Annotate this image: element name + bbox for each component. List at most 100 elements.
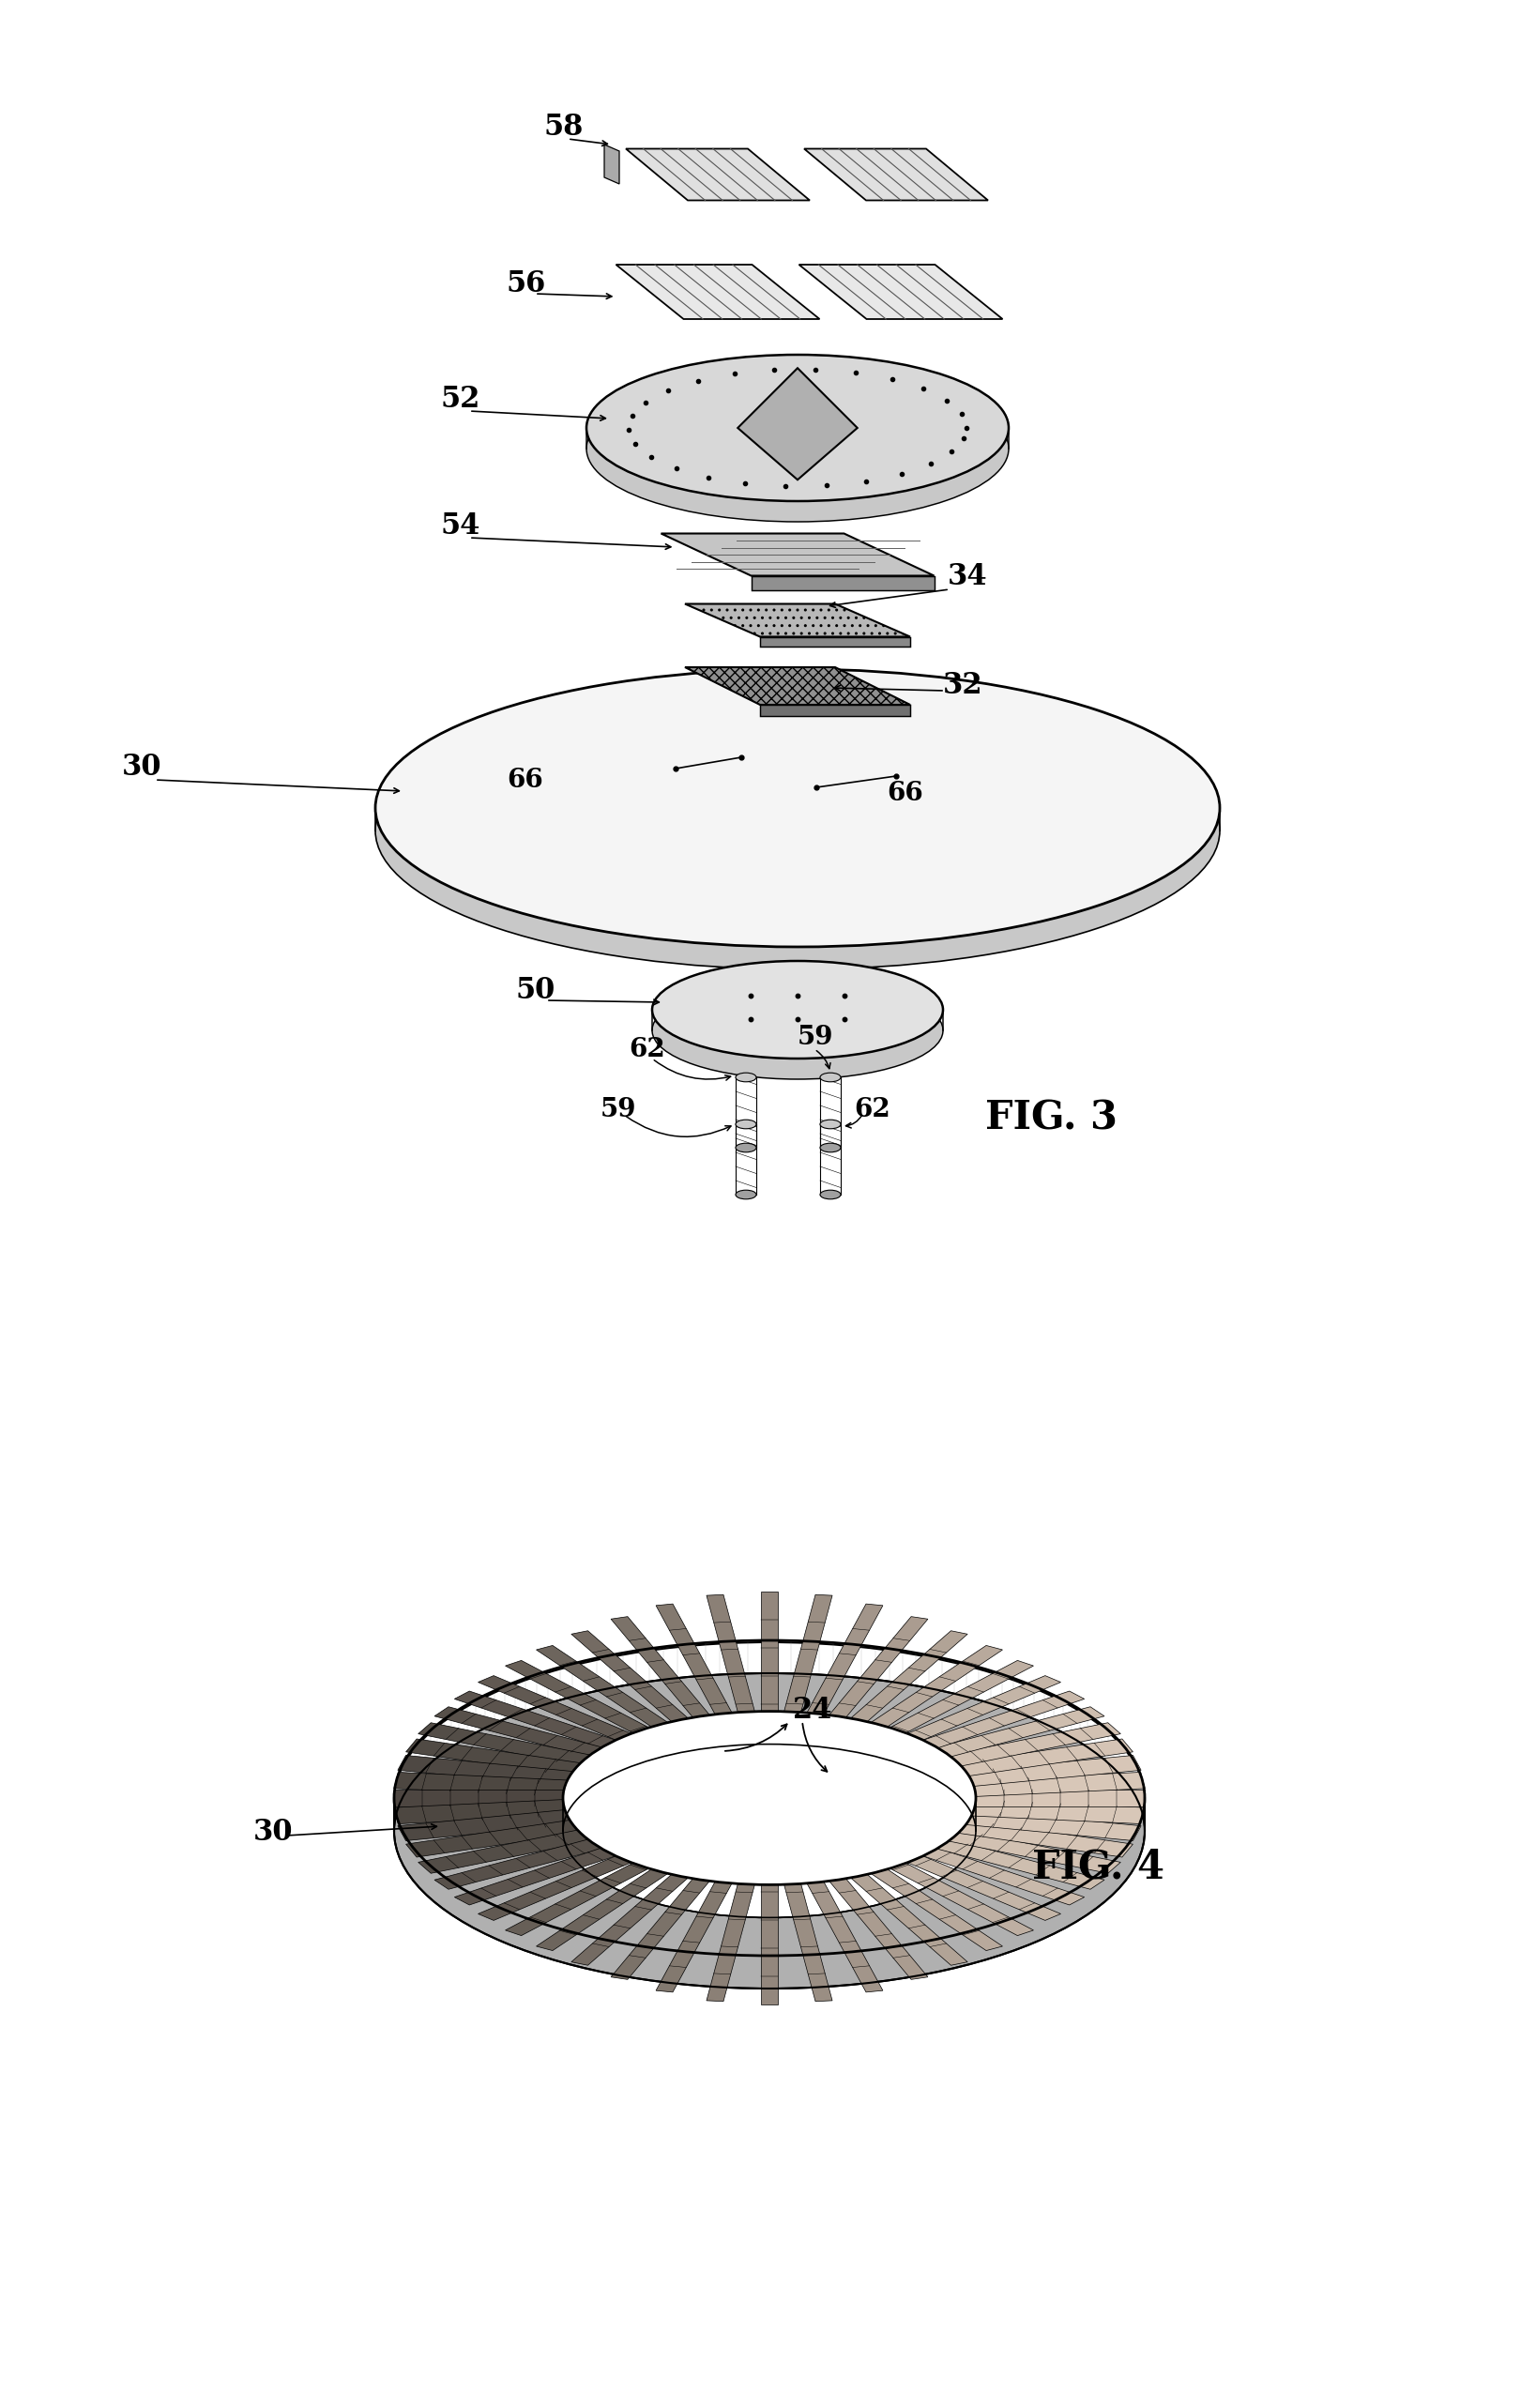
Polygon shape — [685, 667, 911, 706]
Ellipse shape — [375, 669, 1220, 946]
Polygon shape — [760, 706, 911, 715]
Polygon shape — [823, 1852, 968, 1965]
Polygon shape — [771, 1594, 833, 1758]
Ellipse shape — [564, 1743, 975, 1917]
Text: 62: 62 — [854, 1098, 891, 1122]
Polygon shape — [751, 576, 934, 590]
Polygon shape — [909, 1690, 1084, 1753]
Polygon shape — [398, 1811, 574, 1840]
Ellipse shape — [587, 354, 1009, 501]
Ellipse shape — [736, 1190, 756, 1199]
Polygon shape — [868, 1852, 1034, 1936]
Polygon shape — [536, 1645, 693, 1743]
Ellipse shape — [736, 1144, 756, 1151]
Text: 58: 58 — [544, 113, 584, 142]
Polygon shape — [685, 604, 911, 636]
Polygon shape — [955, 1820, 1134, 1857]
Ellipse shape — [820, 1190, 840, 1199]
Text: 56: 56 — [507, 270, 547, 299]
Polygon shape — [656, 1604, 754, 1753]
Polygon shape — [805, 149, 988, 200]
Polygon shape — [846, 1852, 1003, 1950]
Ellipse shape — [653, 982, 943, 1079]
Polygon shape — [393, 1772, 567, 1796]
Text: 30: 30 — [253, 1818, 293, 1847]
Polygon shape — [625, 149, 809, 200]
Text: 54: 54 — [441, 510, 481, 539]
Ellipse shape — [736, 1074, 756, 1081]
Ellipse shape — [564, 1712, 975, 1885]
Text: 59: 59 — [797, 1026, 834, 1050]
Polygon shape — [455, 1690, 630, 1753]
Polygon shape — [972, 1772, 1144, 1796]
Polygon shape — [975, 1789, 1144, 1806]
Text: FIG. 4: FIG. 4 — [1032, 1847, 1164, 1885]
Polygon shape — [536, 1852, 693, 1950]
Polygon shape — [823, 1630, 968, 1746]
Polygon shape — [505, 1662, 671, 1743]
Text: 66: 66 — [886, 780, 923, 807]
Polygon shape — [660, 535, 934, 576]
Polygon shape — [760, 1592, 777, 1760]
Polygon shape — [406, 1820, 584, 1857]
Polygon shape — [455, 1845, 630, 1905]
Polygon shape — [803, 1616, 928, 1748]
Polygon shape — [943, 1722, 1121, 1767]
Polygon shape — [955, 1739, 1134, 1777]
Polygon shape — [616, 265, 820, 320]
Polygon shape — [928, 1707, 1104, 1760]
Polygon shape — [478, 1676, 650, 1748]
Polygon shape — [571, 1630, 716, 1746]
Polygon shape — [846, 1645, 1003, 1743]
Ellipse shape — [820, 1120, 840, 1129]
Polygon shape — [799, 265, 1003, 320]
Polygon shape — [398, 1755, 574, 1787]
Polygon shape — [406, 1739, 584, 1777]
Text: 24: 24 — [793, 1695, 833, 1724]
Polygon shape — [418, 1828, 596, 1873]
Polygon shape — [571, 1852, 716, 1965]
Ellipse shape — [736, 1120, 756, 1129]
Polygon shape — [965, 1755, 1141, 1787]
Polygon shape — [760, 1835, 777, 2006]
Ellipse shape — [375, 691, 1220, 970]
Polygon shape — [707, 1594, 766, 1758]
Text: 32: 32 — [943, 672, 983, 701]
Polygon shape — [889, 1849, 1061, 1922]
Polygon shape — [785, 1842, 883, 1991]
Polygon shape — [785, 1604, 883, 1753]
Polygon shape — [737, 368, 857, 479]
Text: 52: 52 — [441, 385, 481, 414]
Polygon shape — [803, 1847, 928, 1979]
Polygon shape — [505, 1852, 671, 1936]
Text: 30: 30 — [121, 754, 161, 783]
Ellipse shape — [653, 961, 943, 1060]
Text: 66: 66 — [507, 768, 544, 792]
Ellipse shape — [587, 376, 1009, 523]
Polygon shape — [435, 1837, 611, 1890]
Polygon shape — [760, 636, 911, 645]
Ellipse shape — [820, 1074, 840, 1081]
Polygon shape — [435, 1707, 611, 1760]
Polygon shape — [707, 1837, 766, 2001]
Polygon shape — [889, 1676, 1061, 1748]
Polygon shape — [418, 1722, 596, 1767]
Ellipse shape — [820, 1144, 840, 1151]
Text: 59: 59 — [601, 1098, 636, 1122]
Polygon shape — [395, 1789, 564, 1806]
Polygon shape — [478, 1849, 650, 1922]
Polygon shape — [604, 144, 619, 183]
Text: 34: 34 — [948, 561, 988, 592]
Polygon shape — [868, 1662, 1034, 1743]
Ellipse shape — [395, 1674, 1144, 1989]
Text: 62: 62 — [628, 1038, 665, 1062]
Polygon shape — [965, 1811, 1141, 1840]
Polygon shape — [611, 1847, 736, 1979]
Polygon shape — [909, 1845, 1084, 1905]
Polygon shape — [656, 1842, 754, 1991]
Polygon shape — [943, 1828, 1121, 1873]
Text: FIG. 3: FIG. 3 — [985, 1098, 1117, 1137]
Polygon shape — [611, 1616, 736, 1748]
Polygon shape — [972, 1799, 1144, 1823]
Polygon shape — [771, 1837, 833, 2001]
